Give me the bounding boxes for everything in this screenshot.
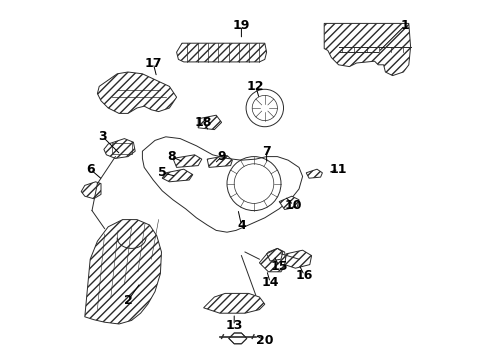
Polygon shape bbox=[176, 43, 267, 62]
Polygon shape bbox=[162, 169, 193, 182]
Polygon shape bbox=[98, 72, 176, 113]
Text: 1: 1 bbox=[401, 19, 410, 32]
Polygon shape bbox=[285, 250, 312, 268]
Text: 12: 12 bbox=[247, 80, 265, 93]
Polygon shape bbox=[85, 220, 162, 324]
Polygon shape bbox=[324, 23, 411, 76]
Text: 16: 16 bbox=[295, 269, 313, 282]
Text: 15: 15 bbox=[270, 260, 288, 273]
Polygon shape bbox=[104, 139, 135, 158]
Polygon shape bbox=[198, 115, 221, 130]
Text: 10: 10 bbox=[285, 199, 302, 212]
Polygon shape bbox=[229, 333, 247, 344]
Polygon shape bbox=[259, 248, 286, 272]
Text: 13: 13 bbox=[225, 319, 243, 332]
Text: 7: 7 bbox=[262, 145, 271, 158]
Text: 17: 17 bbox=[145, 57, 162, 69]
Polygon shape bbox=[173, 155, 202, 167]
Polygon shape bbox=[279, 196, 299, 210]
Text: 18: 18 bbox=[195, 116, 212, 129]
Polygon shape bbox=[207, 156, 232, 167]
Text: 9: 9 bbox=[217, 150, 226, 163]
Text: 3: 3 bbox=[98, 130, 107, 143]
Text: 20: 20 bbox=[256, 334, 273, 347]
Polygon shape bbox=[204, 293, 265, 313]
Polygon shape bbox=[306, 169, 322, 178]
Text: 6: 6 bbox=[86, 163, 95, 176]
Text: 14: 14 bbox=[262, 276, 279, 289]
Text: 11: 11 bbox=[330, 163, 347, 176]
Bar bbox=[112, 143, 132, 154]
Text: 8: 8 bbox=[167, 150, 175, 163]
Text: 2: 2 bbox=[123, 294, 132, 307]
Polygon shape bbox=[81, 182, 101, 199]
Text: 19: 19 bbox=[233, 19, 250, 32]
Text: 4: 4 bbox=[237, 219, 246, 231]
Text: 5: 5 bbox=[158, 166, 167, 179]
